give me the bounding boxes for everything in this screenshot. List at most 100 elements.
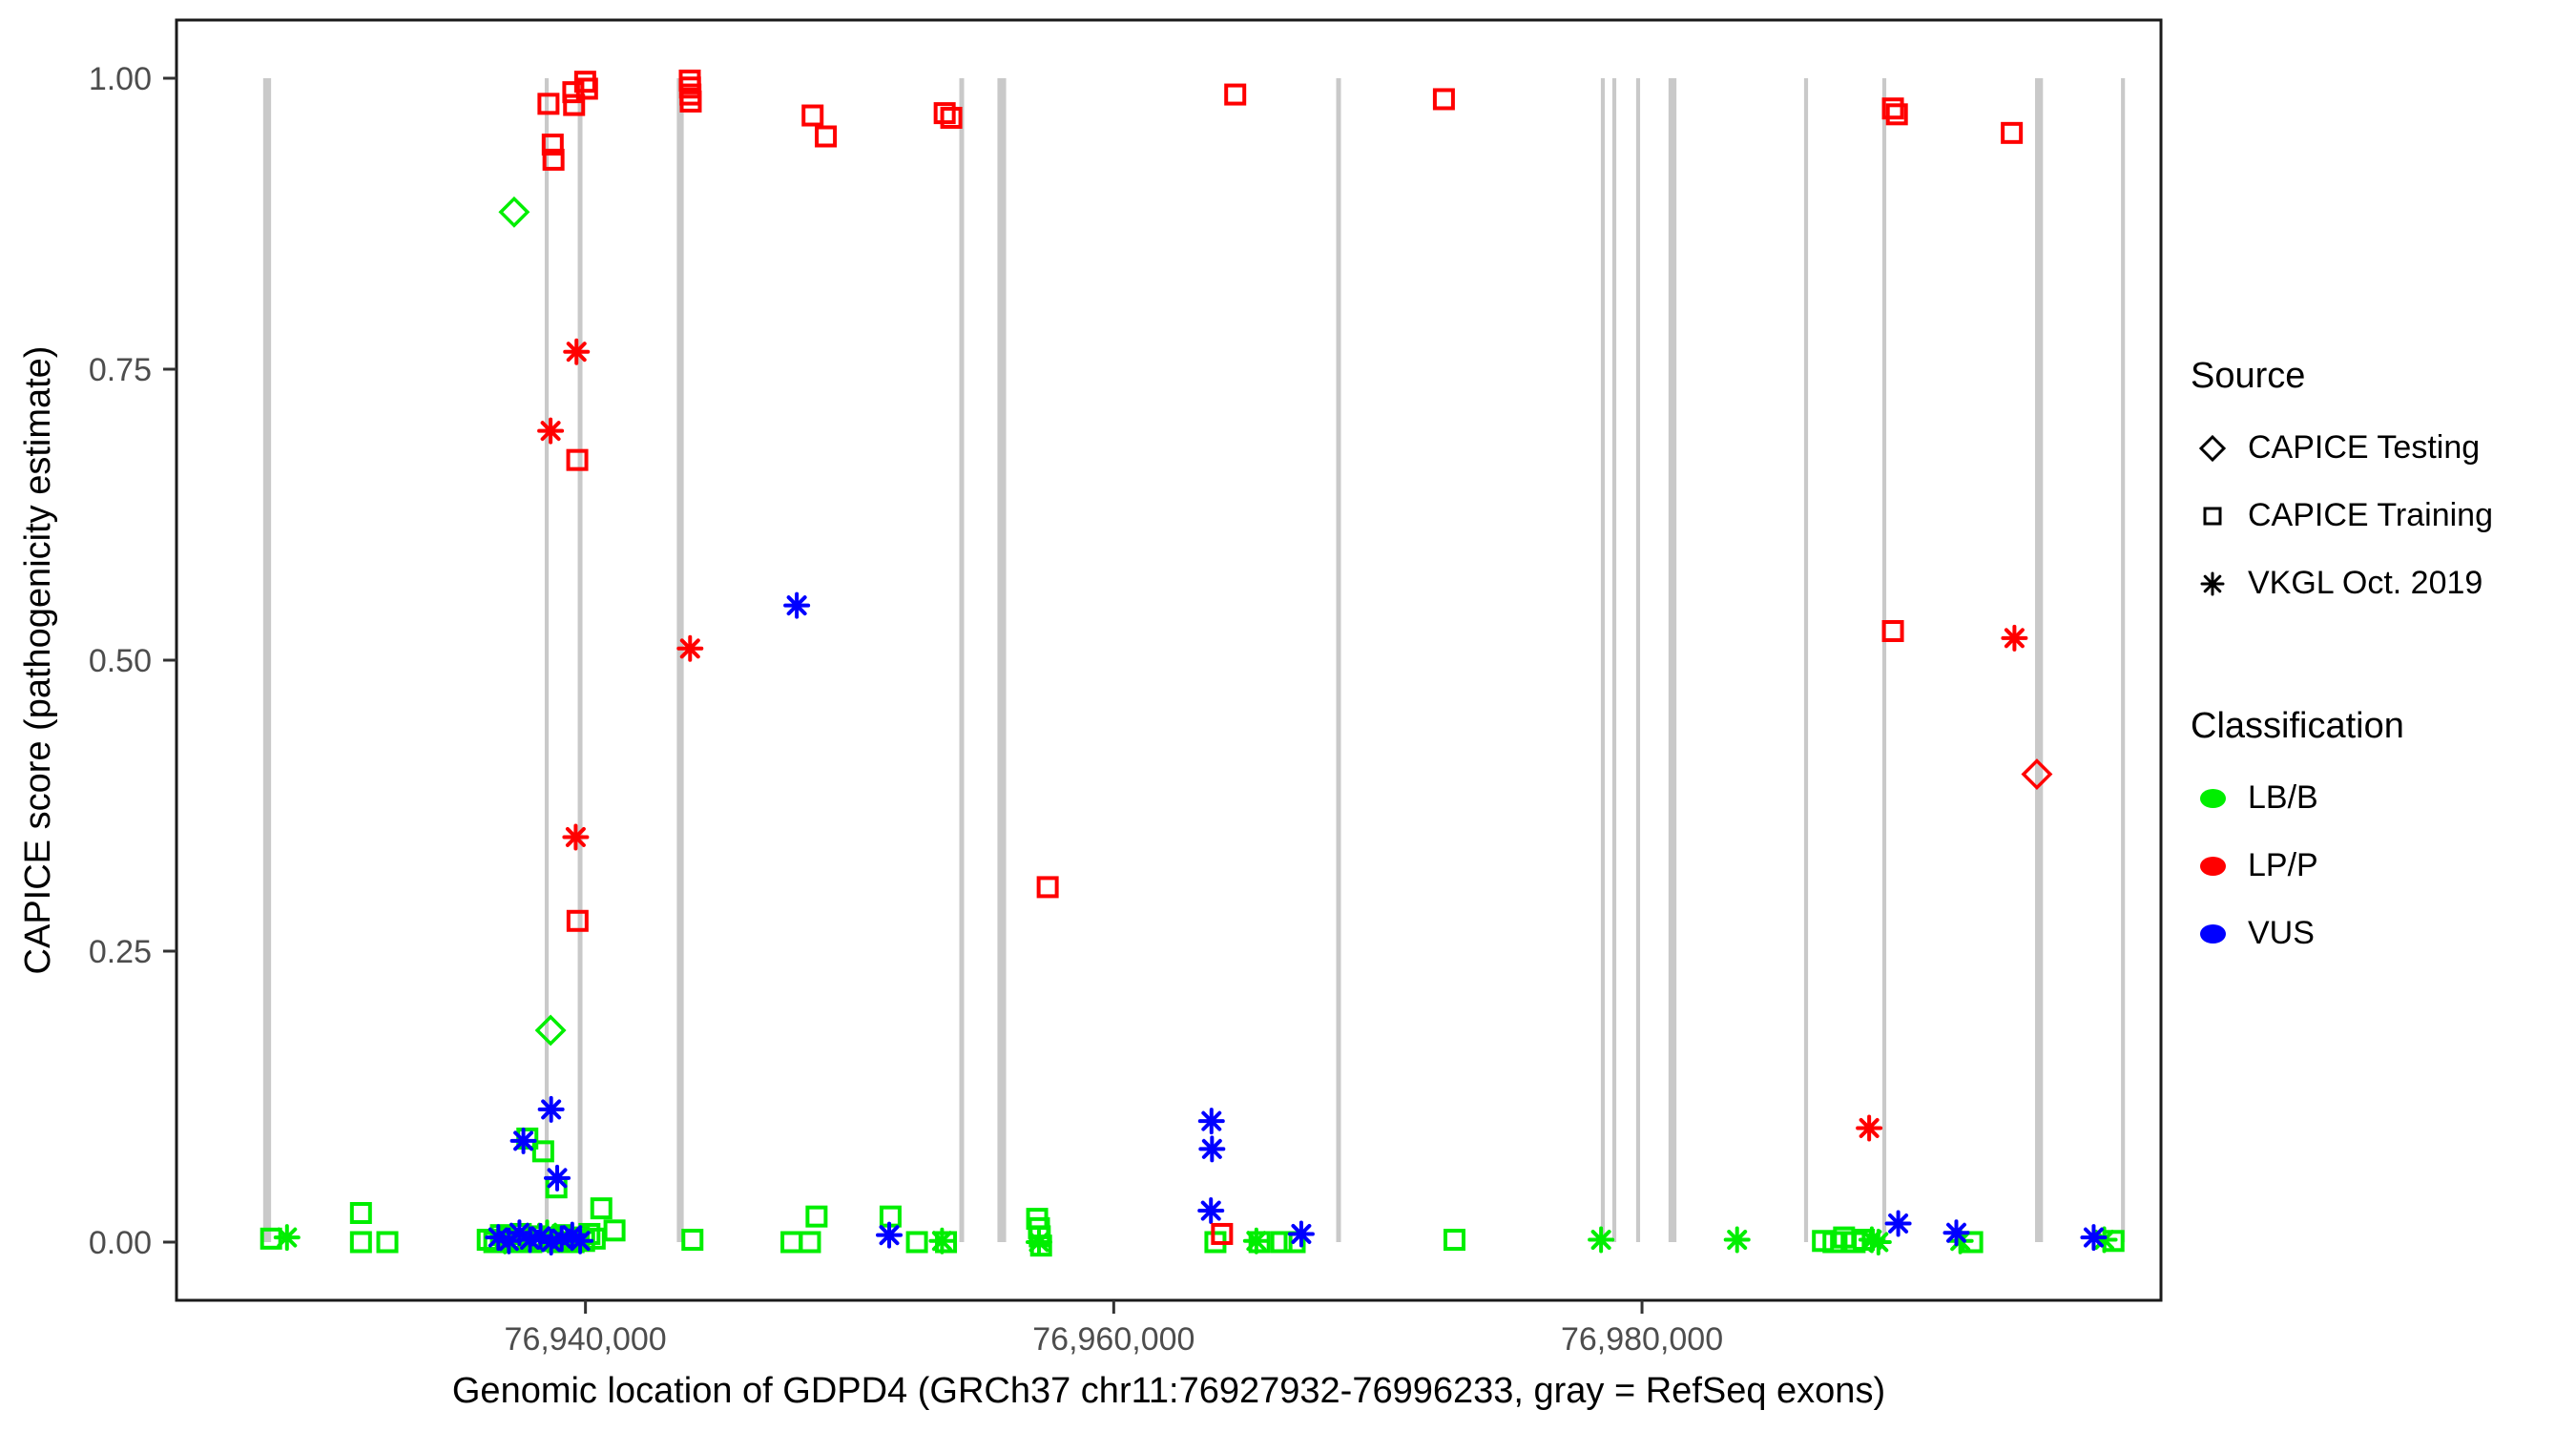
- capice-training-point: [516, 1127, 539, 1150]
- capice-training-point: [1885, 103, 1908, 126]
- refseq-exon-bar: [1336, 78, 1341, 1242]
- vkgl-point: [273, 1224, 301, 1252]
- capice-training-point: [1432, 88, 1455, 111]
- red-dot-icon: [2191, 845, 2234, 887]
- vkgl-point: [544, 1164, 571, 1192]
- legend-source-title: Source: [2191, 356, 2306, 396]
- square-icon: [2191, 495, 2234, 537]
- capice-training-point: [583, 1227, 606, 1250]
- refseq-exon-bar: [262, 78, 272, 1242]
- vkgl-point: [1723, 1226, 1751, 1254]
- green-dot-icon: [2191, 778, 2234, 819]
- capice-testing-point: [498, 196, 530, 228]
- capice-training-point: [1036, 876, 1059, 899]
- y-axis-title: CAPICE score (pathogenicity estimate): [18, 346, 58, 975]
- legend-item-capice-training: CAPICE Training: [2191, 482, 2563, 550]
- x-tick-label: 76,980,000: [1561, 1321, 1723, 1358]
- legend-item-label: VKGL Oct. 2019: [2248, 565, 2483, 601]
- legend-item-label: CAPICE Testing: [2248, 429, 2481, 466]
- capice-training-point: [531, 1140, 554, 1163]
- vkgl-point: [537, 417, 565, 445]
- y-axis-ticks: 0.00 0.25 0.50 0.75 1.00: [89, 61, 177, 1261]
- vkgl-point: [567, 1227, 594, 1255]
- capice-training-point: [805, 1205, 828, 1228]
- data-points-layer: [260, 69, 2125, 1257]
- x-tick-label: 76,960,000: [1032, 1321, 1195, 1358]
- vkgl-point: [1197, 1108, 1225, 1135]
- capice-training-point: [603, 1219, 626, 1242]
- legend-item-label: VUS: [2248, 915, 2315, 951]
- capice-training-point: [801, 104, 824, 127]
- capice-training-point: [933, 102, 956, 125]
- y-tick-label: 0.00: [89, 1225, 152, 1261]
- capice-training-point: [575, 77, 598, 100]
- capice-training-point: [815, 125, 838, 148]
- x-axis-title: Genomic location of GDPD4 (GRCh37 chr11:…: [452, 1371, 1885, 1411]
- capice-training-point: [780, 1231, 803, 1254]
- vkgl-point: [1942, 1219, 1970, 1247]
- legend-item-capice-testing: CAPICE Testing: [2191, 414, 2563, 482]
- capice-training-point: [679, 90, 702, 113]
- plot-panel-border: [175, 18, 2163, 1302]
- vkgl-point: [1856, 1114, 1883, 1142]
- vkgl-point: [2080, 1224, 2108, 1252]
- capice-training-point: [935, 1231, 958, 1254]
- capice-training-point: [376, 1231, 399, 1254]
- refseq-exon-bar: [1600, 78, 1606, 1242]
- refseq-exon-bar: [997, 78, 1007, 1242]
- vkgl-point: [1198, 1135, 1226, 1163]
- legend: Source CAPICE Testing CAPICE Training: [2191, 355, 2563, 967]
- legend-item-label: LP/P: [2248, 847, 2318, 883]
- diamond-icon: [2191, 427, 2234, 469]
- legend-item-label: LB/B: [2248, 779, 2318, 816]
- legend-item-lbb: LB/B: [2191, 764, 2563, 832]
- vkgl-point: [563, 338, 591, 365]
- y-tick-label: 0.75: [89, 352, 152, 388]
- vkgl-point: [537, 1095, 565, 1123]
- vkgl-point: [1197, 1197, 1225, 1225]
- legend-item-vkgl: VKGL Oct. 2019: [2191, 550, 2563, 617]
- capice-training-point: [1443, 1229, 1465, 1252]
- asterisk-icon: [2191, 563, 2234, 605]
- refseq-exon-bar: [959, 78, 965, 1242]
- y-tick-label: 1.00: [89, 61, 152, 97]
- vkgl-point: [2001, 624, 2028, 652]
- y-tick-label: 0.50: [89, 643, 152, 679]
- capice-training-point: [541, 134, 564, 156]
- legend-item-label: CAPICE Training: [2248, 497, 2493, 533]
- legend-item-vus: VUS: [2191, 900, 2563, 967]
- exon-bars-layer: [262, 78, 2126, 1242]
- capice-training-point: [566, 448, 589, 471]
- vkgl-point: [1588, 1226, 1615, 1254]
- refseq-exon-bar: [577, 78, 583, 1242]
- capice-training-point: [905, 1231, 928, 1254]
- vkgl-point: [1884, 1210, 1912, 1237]
- refseq-exon-bar: [2121, 78, 2126, 1242]
- refseq-exon-bar: [676, 78, 684, 1242]
- capice-training-point: [2001, 121, 2024, 144]
- capice-testing-point: [2021, 758, 2053, 791]
- capice-training-point: [349, 1202, 372, 1224]
- capice-training-point: [1029, 1234, 1052, 1257]
- refseq-exon-bar: [2034, 78, 2044, 1242]
- vkgl-point: [562, 823, 590, 851]
- capice-training-point: [681, 1229, 704, 1252]
- refseq-exon-bar: [1881, 78, 1887, 1242]
- vkgl-point: [509, 1127, 537, 1154]
- capice-training-point: [537, 93, 560, 115]
- vkgl-point: [783, 591, 811, 619]
- legend-classification-title: Classification: [2191, 706, 2404, 746]
- refseq-exon-bar: [544, 78, 550, 1242]
- capice-training-point: [542, 148, 565, 171]
- capice-training-point: [349, 1231, 372, 1254]
- refseq-exon-bar: [1635, 78, 1641, 1242]
- capice-training-point: [590, 1197, 613, 1220]
- vkgl-point: [1864, 1229, 1892, 1255]
- legend-item-lpp: LP/P: [2191, 832, 2563, 900]
- vkgl-point: [506, 1219, 533, 1247]
- capice-training-point: [799, 1231, 821, 1254]
- capice-training-point: [1881, 620, 1904, 642]
- x-tick-label: 76,940,000: [505, 1321, 667, 1358]
